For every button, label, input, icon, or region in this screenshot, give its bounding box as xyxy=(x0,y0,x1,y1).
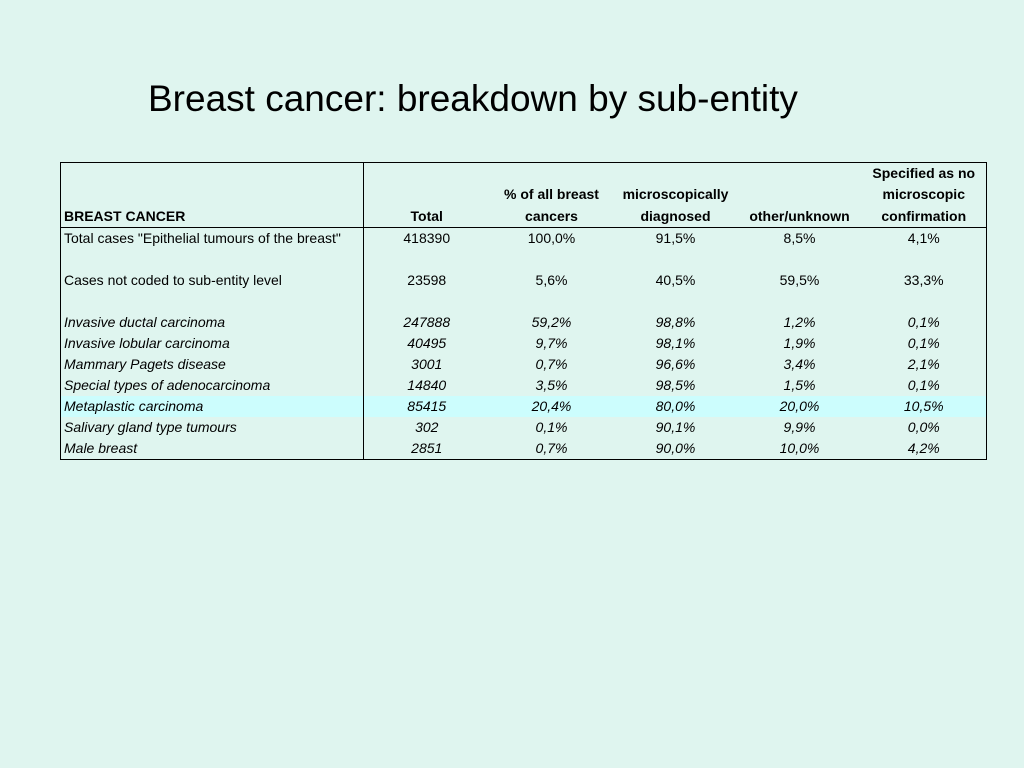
row-value: 0,0% xyxy=(907,419,940,435)
row-value: 98,5% xyxy=(655,377,696,393)
spacer-cell xyxy=(738,249,862,270)
table-row: Mammary Pagets disease 3001 0,7% 96,6% 3,4% 2… xyxy=(60,354,987,375)
row-value: 90,0% xyxy=(655,440,696,456)
header-no-microscopic-confirmation: Specified as no microscopic confirmation xyxy=(861,162,987,228)
table-row: Invasive ductal carcinoma 247888 59,2% 98,8… xyxy=(60,312,987,333)
row-value: 0,1% xyxy=(907,335,940,351)
row-label: Special types of adenocarcinoma xyxy=(60,375,364,396)
header-line: microscopically xyxy=(622,186,729,203)
row-label: Male breast xyxy=(60,438,364,460)
table-row: Male breast 2851 0,7% 90,0% 10,0% 4,2% xyxy=(60,438,987,460)
row-label: Cases not coded to sub-entity level xyxy=(60,270,364,291)
row-value: 14840 xyxy=(407,377,447,393)
header-line: Specified as no xyxy=(872,165,976,182)
row-value: 33,3% xyxy=(903,272,944,288)
row-value: 1,2% xyxy=(783,314,816,330)
row-value: 85415 xyxy=(363,396,490,417)
spacer-cell xyxy=(364,249,490,270)
header-line: cancers xyxy=(525,207,578,224)
row-value: 4,1% xyxy=(907,230,940,246)
row-value: 3001 xyxy=(411,356,443,372)
row-value: 98,1% xyxy=(655,335,696,351)
row-value: 2851 xyxy=(411,440,443,456)
header-line: % of all breast xyxy=(504,186,599,203)
row-value: 40495 xyxy=(407,335,447,351)
row-value: 0,1% xyxy=(907,377,940,393)
header-line: diagnosed xyxy=(640,207,711,224)
row-value: 4,2% xyxy=(907,440,940,456)
spacer-cell xyxy=(60,249,364,270)
row-value: 0,1% xyxy=(535,419,568,435)
header-microscopically-diagnosed: microscopically diagnosed xyxy=(613,162,738,228)
spacer-cell xyxy=(738,291,862,312)
row-value: 10,0% xyxy=(779,440,820,456)
spacer-row xyxy=(60,291,987,312)
spacer-cell xyxy=(364,291,490,312)
row-value: 9,9% xyxy=(783,419,816,435)
row-value: 10,5% xyxy=(861,396,987,417)
spacer-cell xyxy=(614,291,738,312)
table-row: Invasive lobular carcinoma 40495 9,7% 98,1%… xyxy=(60,333,987,354)
row-value: 98,8% xyxy=(655,314,696,330)
row-value: 20,4% xyxy=(489,396,614,417)
header-line: other/unknown xyxy=(749,207,850,224)
row-value: 23598 xyxy=(407,272,447,288)
row-value: 80,0% xyxy=(613,396,738,417)
spacer-cell xyxy=(862,291,987,312)
row-value: 1,9% xyxy=(783,335,816,351)
row-value: 418390 xyxy=(403,230,451,246)
row-value: 0,7% xyxy=(535,440,568,456)
spacer-cell xyxy=(60,291,364,312)
table-row: Cases not coded to sub-entity level 23598… xyxy=(60,270,987,291)
row-value: 9,7% xyxy=(535,335,568,351)
table-row: Metaplastic carcinoma 85415 20,4% 80,0% 20,0… xyxy=(60,396,987,417)
header-row: BREAST CANCER Total % of all breast canc… xyxy=(60,162,987,228)
row-value: 302 xyxy=(415,419,439,435)
row-label: Metaplastic carcinoma xyxy=(60,396,364,417)
header-line: confirmation xyxy=(881,207,967,224)
spacer-cell xyxy=(614,249,738,270)
header-total: Total xyxy=(363,162,490,228)
spacer-cell xyxy=(490,249,614,270)
spacer-row xyxy=(60,249,987,270)
row-value: 8,5% xyxy=(783,230,816,246)
row-label: Invasive lobular carcinoma xyxy=(60,333,364,354)
table-row: Special types of adenocarcinoma 14840 3,5%… xyxy=(60,375,987,396)
row-value: 2,1% xyxy=(907,356,940,372)
row-label: Mammary Pagets disease xyxy=(60,354,364,375)
row-value: 0,7% xyxy=(535,356,568,372)
header-other-unknown: other/unknown xyxy=(737,162,862,228)
row-value: 1,5% xyxy=(783,377,816,393)
header-line: BREAST CANCER xyxy=(64,207,186,224)
breakdown-table: BREAST CANCER Total % of all breast canc… xyxy=(60,162,987,460)
row-label: Invasive ductal carcinoma xyxy=(60,312,364,333)
spacer-cell xyxy=(862,249,987,270)
header-line: microscopic xyxy=(882,186,965,203)
spacer-cell xyxy=(490,291,614,312)
table-body: Total cases "Epithelial tumours of the b… xyxy=(60,227,987,460)
row-value: 40,5% xyxy=(655,272,696,288)
row-value: 5,6% xyxy=(535,272,568,288)
header-breast-cancer: BREAST CANCER xyxy=(60,162,364,228)
row-value: 3,4% xyxy=(783,356,816,372)
row-value: 90,1% xyxy=(655,419,696,435)
header-line: Total xyxy=(410,207,443,224)
row-value: 3,5% xyxy=(535,377,568,393)
row-value: 0,1% xyxy=(907,314,940,330)
table-row: Salivary gland type tumours 302 0,1% 90,1% 9… xyxy=(60,417,987,438)
row-value: 96,6% xyxy=(655,356,696,372)
row-value: 59,5% xyxy=(779,272,820,288)
slide-title: Breast cancer: breakdown by sub-entity xyxy=(148,78,798,119)
row-value: 100,0% xyxy=(527,230,576,246)
row-label: Salivary gland type tumours xyxy=(60,417,364,438)
row-value: 59,2% xyxy=(531,314,572,330)
row-value: 247888 xyxy=(403,314,451,330)
header-pct-all: % of all breast cancers xyxy=(489,162,614,228)
row-value: 20,0% xyxy=(737,396,862,417)
row-value: 91,5% xyxy=(655,230,696,246)
row-label: Total cases "Epithelial tumours of the b… xyxy=(60,227,364,249)
table-row: Total cases "Epithelial tumours of the b… xyxy=(60,227,987,249)
